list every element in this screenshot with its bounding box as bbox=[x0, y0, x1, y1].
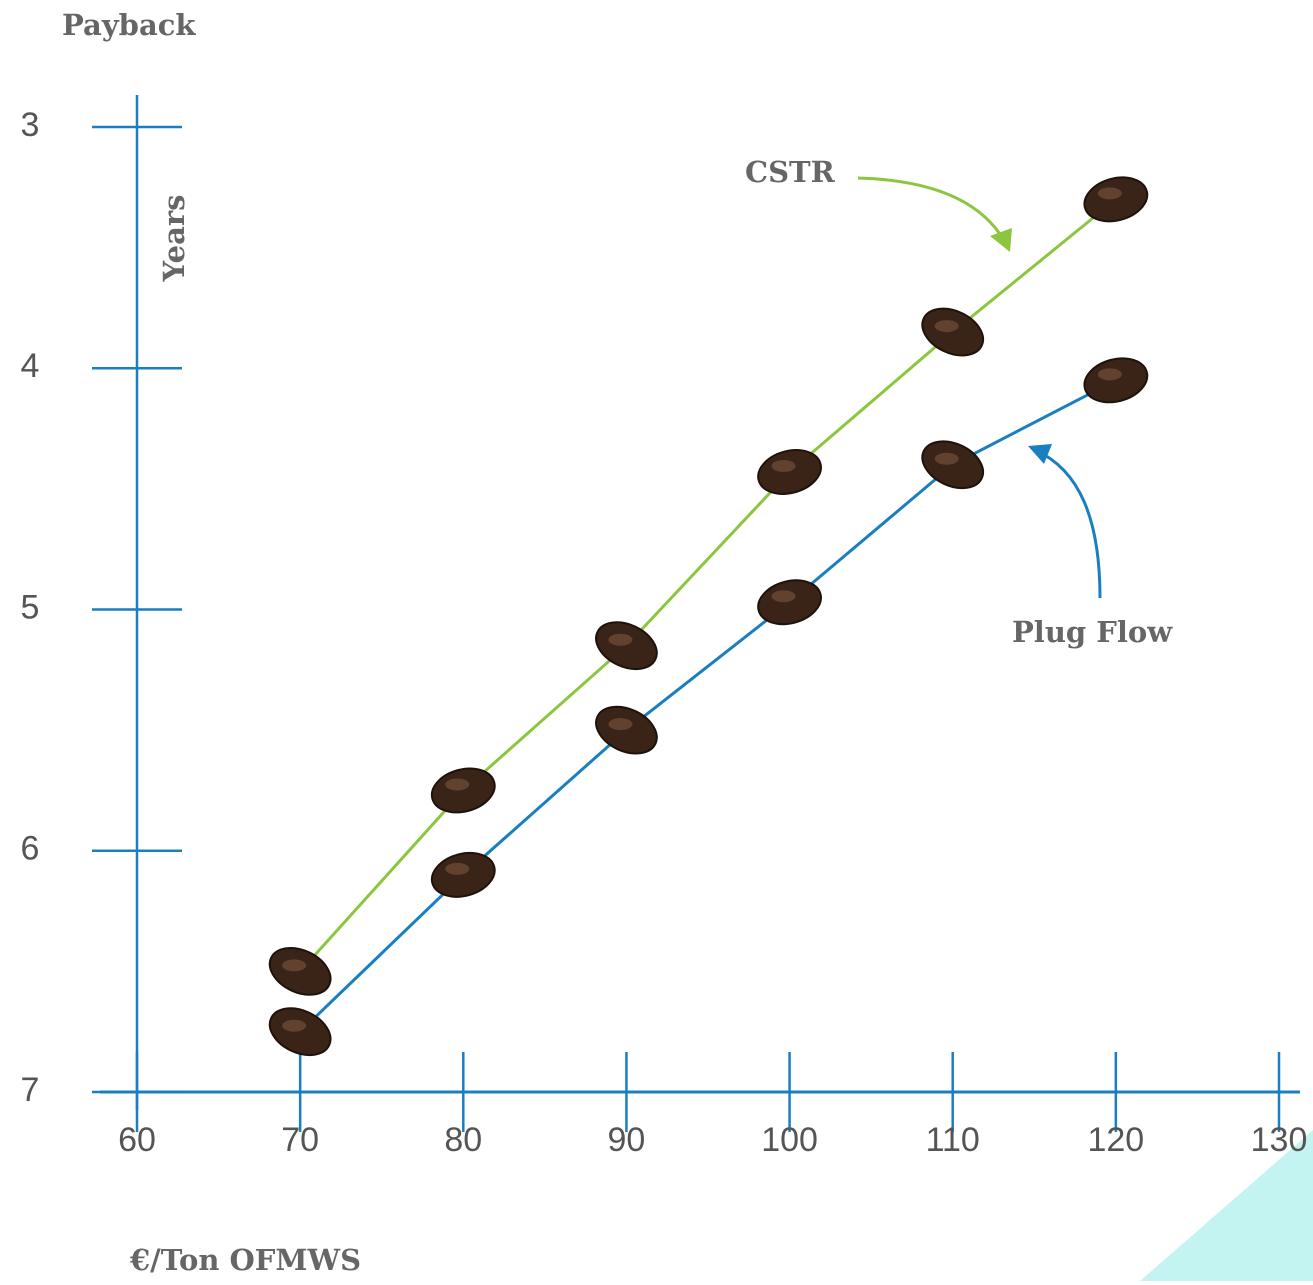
seed-marker bbox=[1080, 352, 1153, 409]
seed-highlight bbox=[935, 320, 959, 332]
x-tick-label: 70 bbox=[281, 1121, 319, 1159]
legend-label: CSTR bbox=[745, 155, 836, 189]
seed-highlight bbox=[772, 460, 796, 472]
plug-arrow bbox=[1035, 450, 1100, 598]
seed-highlight bbox=[282, 959, 306, 971]
x-tick-label: 90 bbox=[608, 1121, 646, 1159]
plug-arrowhead bbox=[1028, 444, 1052, 464]
y-tick-label: 7 bbox=[21, 1071, 40, 1109]
seed-highlight bbox=[1098, 368, 1122, 380]
x-axis-label: €/Ton OFMWS bbox=[129, 1243, 361, 1277]
y-axis-label: Years bbox=[157, 194, 191, 282]
y-tick-label: 5 bbox=[21, 588, 40, 626]
y-tick-label: 4 bbox=[21, 347, 40, 385]
x-tick-label: 100 bbox=[761, 1121, 818, 1159]
seed-marker bbox=[262, 999, 338, 1064]
x-tick-label: 80 bbox=[444, 1121, 482, 1159]
seed-highlight bbox=[1098, 187, 1122, 199]
cstr-arrowhead bbox=[990, 228, 1012, 252]
seed bbox=[427, 846, 500, 903]
series-line bbox=[300, 380, 1116, 1031]
seed bbox=[1080, 352, 1153, 409]
chart: Payback Years €/Ton OFMWS 3 4 5 6 7 60 70 80 90 1… bbox=[0, 0, 1313, 1281]
series-line bbox=[300, 199, 1116, 971]
seed-marker bbox=[427, 846, 500, 903]
seed-highlight bbox=[282, 1020, 306, 1032]
chart-title: Payback bbox=[62, 8, 196, 42]
legend-label: Plug Flow bbox=[1012, 615, 1173, 649]
seed-marker bbox=[262, 939, 338, 1004]
x-tick-label: 120 bbox=[1087, 1121, 1144, 1159]
y-tick-label: 6 bbox=[21, 830, 40, 868]
seed-marker bbox=[427, 762, 500, 819]
seed-highlight bbox=[772, 590, 796, 602]
seed-highlight bbox=[445, 778, 469, 790]
x-tick-label: 110 bbox=[926, 1121, 980, 1159]
seed bbox=[427, 762, 500, 819]
seed bbox=[262, 999, 338, 1064]
seed bbox=[262, 939, 338, 1004]
x-tick-label: 60 bbox=[118, 1121, 156, 1159]
seed-highlight bbox=[608, 718, 632, 730]
seed-highlight bbox=[608, 634, 632, 646]
seed-highlight bbox=[445, 863, 469, 875]
y-tick-label: 3 bbox=[21, 106, 40, 144]
seed-highlight bbox=[935, 453, 959, 465]
cstr-arrow bbox=[858, 178, 1008, 248]
x-tick-label: 130 bbox=[1251, 1121, 1308, 1159]
